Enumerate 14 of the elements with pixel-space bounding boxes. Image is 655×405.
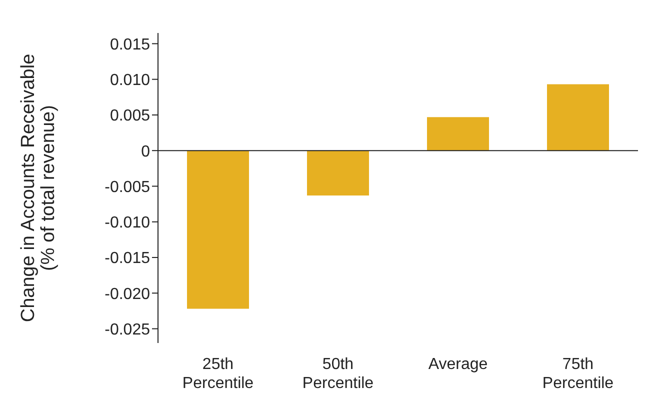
x-tick-label: Average: [428, 356, 488, 373]
y-tick-label: -0.010: [104, 214, 150, 232]
y-tick-label: 0.005: [110, 108, 150, 125]
y-axis-title: Change in Accounts Receivable (% of total revenue): [18, 54, 59, 322]
x-tick-label: 50th Percentile: [302, 356, 374, 392]
y-tick-label: 0.010: [110, 72, 150, 89]
y-tick-label: -0.005: [104, 178, 150, 196]
y-tick-label: -0.020: [104, 286, 150, 303]
y-tick-label: -0.025: [104, 321, 150, 338]
y-tick-label: 0: [141, 143, 150, 160]
y-tick-label: 0.015: [110, 36, 150, 54]
y-tick-label: -0.015: [104, 250, 150, 268]
x-tick-label: 25th Percentile: [182, 356, 254, 392]
x-tick-label: 75th Percentile: [542, 356, 614, 392]
